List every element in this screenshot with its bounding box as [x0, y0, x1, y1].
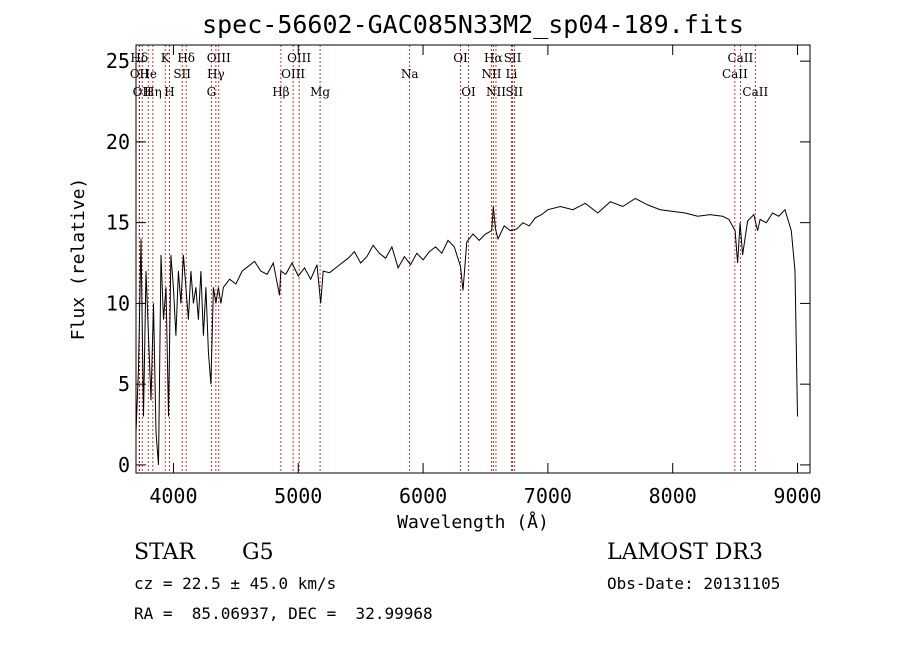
x-tick-label: 6000 — [399, 484, 447, 508]
object-class: STAR — [134, 540, 195, 565]
y-tick-label: 25 — [106, 49, 130, 73]
survey-name: LAMOST DR3 — [607, 540, 763, 565]
x-axis-label: Wavelength (Å) — [397, 511, 549, 533]
x-tick-label: 5000 — [274, 484, 322, 508]
marker-label-li: Li — [506, 67, 518, 81]
marker-label-sii: SII — [505, 85, 523, 99]
marker-label-caii: CaII — [742, 85, 768, 99]
marker-label-sii: SII — [173, 67, 191, 81]
y-tick-label: 5 — [118, 372, 130, 396]
marker-label-oii: OII — [133, 85, 153, 99]
marker-label-caii: CaII — [722, 67, 748, 81]
marker-label-hδ: Hδ — [130, 51, 148, 65]
marker-label-oi: OI — [461, 85, 476, 99]
marker-label-k: K — [161, 51, 171, 65]
marker-label-oii: OII — [130, 67, 150, 81]
y-axis-label: Flux (relative) — [68, 178, 89, 341]
marker-label-oiii: OIII — [207, 51, 231, 65]
sky-coordinates: RA = 85.06937, DEC = 32.99968 — [134, 604, 433, 623]
y-tick-label: 10 — [106, 291, 130, 315]
marker-label-h: H — [164, 85, 174, 99]
observation-date: Obs-Date: 20131105 — [607, 574, 781, 593]
y-axis-ticks: 0 5 10 15 20 25 — [106, 49, 810, 477]
line-markers — [138, 45, 756, 473]
marker-label-nii: NII — [481, 67, 501, 81]
spectrum-line — [135, 197, 798, 465]
marker-label-mg: Mg — [310, 85, 330, 99]
marker-label-oi: OI — [453, 51, 468, 65]
plot-frame — [135, 44, 811, 474]
marker-label-na: Na — [401, 67, 419, 81]
marker-label-nii: NII — [486, 85, 506, 99]
x-tick-label: 7000 — [524, 484, 572, 508]
y-tick-label: 0 — [118, 453, 130, 477]
marker-label-hβ: Hβ — [272, 85, 289, 99]
marker-label-hη: Hη — [144, 85, 162, 99]
marker-label-hγ: Hγ — [207, 67, 225, 81]
x-tick-label: 8000 — [649, 484, 697, 508]
marker-label-hα: Hα — [484, 51, 503, 65]
object-subclass: G5 — [242, 540, 274, 565]
marker-label-he: He — [139, 67, 157, 81]
marker-label-sii: SII — [504, 51, 522, 65]
marker-label-g: G — [207, 85, 217, 99]
y-tick-label: 15 — [106, 211, 130, 235]
redshift-velocity: cz = 22.5 ± 45.0 km/s — [134, 574, 337, 593]
y-tick-label: 20 — [106, 130, 130, 154]
x-axis-ticks: 4000 5000 6000 7000 8000 9000 — [149, 45, 822, 508]
marker-label-oiii: OIII — [281, 67, 305, 81]
marker-label-caii: CaII — [727, 51, 753, 65]
x-tick-label: 4000 — [149, 484, 197, 508]
chart-title: spec-56602-GAC085N33M2_sp04-189.fits — [202, 10, 744, 39]
marker-label-oiii: OIII — [287, 51, 311, 65]
marker-label-hδ: Hδ — [177, 51, 195, 65]
x-tick-label: 9000 — [773, 484, 821, 508]
